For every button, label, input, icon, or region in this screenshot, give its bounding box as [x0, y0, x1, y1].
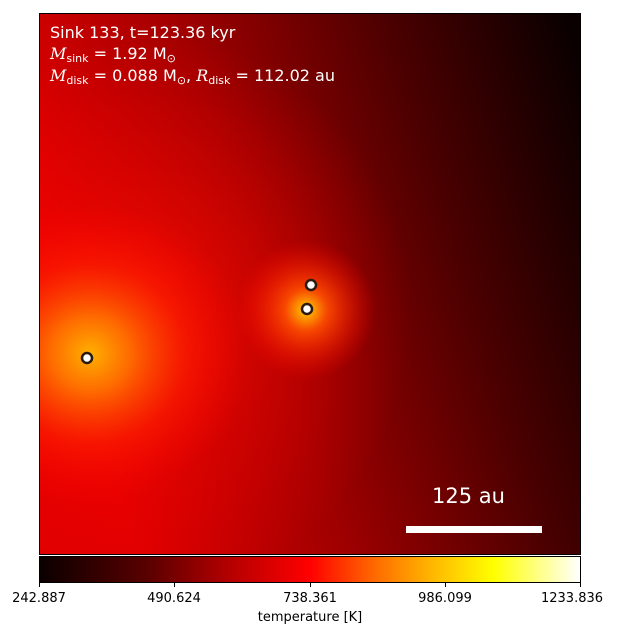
colorbar-label: temperature [K] — [257, 610, 363, 625]
m-disk-subscript: disk — [66, 74, 89, 87]
sink-2-marker — [300, 302, 314, 316]
r-disk-value: = 112.02 au — [230, 66, 335, 85]
m-sink-value: = 1.92 M — [88, 44, 167, 63]
colorbar-tick — [580, 583, 581, 587]
m-disk-symbol: M — [50, 66, 67, 85]
colorbar-tick — [174, 583, 175, 587]
sink-1-marker — [304, 278, 318, 292]
m-sink-subscript: sink — [66, 52, 89, 65]
m-disk-value: = 0.088 M — [88, 66, 177, 85]
sink-3-marker — [80, 351, 94, 365]
m-sink-unit: ⊙ — [166, 52, 176, 65]
colorbar-tick — [310, 583, 311, 587]
r-disk-subscript: disk — [208, 74, 231, 87]
heatmap-image — [40, 14, 580, 554]
colorbar-tick — [39, 583, 40, 587]
colorbar-tick-label: 242.887 — [12, 591, 66, 606]
sink-title: Sink 133, t=123.36 kyr — [50, 23, 236, 42]
colorbar-tick-label: 986.099 — [418, 591, 472, 606]
colorbar — [39, 556, 581, 583]
r-disk-symbol: R — [196, 66, 209, 85]
scale-bar — [406, 526, 542, 533]
separator: , — [186, 66, 197, 85]
scale-bar-label: 125 au — [432, 484, 505, 508]
colorbar-tick-label: 1233.836 — [540, 591, 604, 606]
colorbar-tick-label: 738.361 — [283, 591, 337, 606]
disk-properties-label: Mdisk = 0.088 M⊙, Rdisk = 112.02 au — [50, 65, 335, 91]
m-sink-symbol: M — [50, 44, 67, 63]
m-disk-unit: ⊙ — [176, 74, 187, 87]
temperature-map: Sink 133, t=123.36 kyr Msink = 1.92 M⊙ M… — [39, 13, 581, 555]
colorbar-tick-label: 490.624 — [147, 591, 201, 606]
colorbar-tick — [445, 583, 446, 587]
sink-mass-label: Msink = 1.92 M⊙ — [50, 43, 176, 69]
